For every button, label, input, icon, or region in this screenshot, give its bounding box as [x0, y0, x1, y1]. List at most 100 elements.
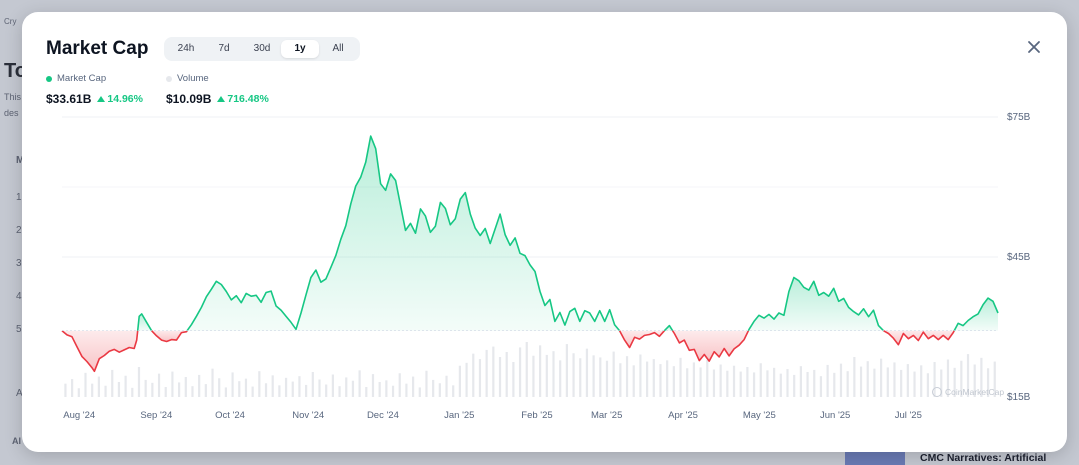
- volume-bar: [746, 367, 749, 397]
- volume-bar: [886, 367, 889, 397]
- volume-bar: [666, 360, 669, 397]
- volume-bar: [913, 371, 916, 397]
- bg-article-title: CMC Narratives: Artificial: [920, 452, 1047, 464]
- volume-bar: [97, 376, 100, 397]
- volume-bar: [659, 364, 662, 397]
- x-axis-ticks: Aug '24 Sep '24 Oct '24 Nov '24 Dec '24 Jan '…: [63, 410, 922, 421]
- volume-change: 716.48%: [217, 93, 269, 105]
- x-tick-label: Dec '24: [367, 410, 399, 421]
- volume-bar: [833, 372, 836, 397]
- volume-bar: [686, 368, 689, 397]
- volume-bar: [432, 379, 435, 397]
- volume-bar: [906, 364, 909, 397]
- x-tick-label: May '25: [743, 410, 776, 421]
- tab-1y[interactable]: 1y: [281, 40, 319, 58]
- tab-24h[interactable]: 24h: [177, 43, 195, 54]
- volume-bar: [819, 376, 823, 397]
- legend-market-cap-label: Market Cap: [57, 73, 107, 84]
- volume-bar: [559, 360, 562, 397]
- volume-bar: [418, 387, 421, 397]
- volume-bar: [64, 383, 67, 397]
- x-tick-label: Apr '25: [668, 410, 698, 421]
- volume-bar: [639, 354, 642, 397]
- watermark-text: CoinMarketCap: [945, 387, 1004, 397]
- volume-bar: [946, 359, 950, 397]
- volume-bar: [739, 371, 742, 397]
- volume-bar: [298, 376, 301, 397]
- volume-bar: [231, 372, 234, 397]
- bg-text-10: 5: [16, 324, 22, 335]
- volume-bar: [518, 347, 522, 397]
- volume-bar: [806, 372, 809, 397]
- volume-bar: [318, 379, 321, 397]
- x-tick-label: Oct '24: [215, 410, 245, 421]
- volume-bar: [211, 368, 214, 397]
- bg-text-12: Al: [12, 436, 21, 446]
- modal-title: Market Cap: [46, 38, 149, 59]
- market-cap-dot-icon: [46, 75, 52, 82]
- volume-bar: [719, 364, 722, 397]
- volume-bar: [498, 357, 502, 397]
- volume-bar: [111, 369, 114, 397]
- volume-bar: [291, 381, 294, 397]
- x-tick-label: Sep '24: [140, 410, 172, 421]
- volume-bar: [619, 363, 622, 397]
- volume-bar: [398, 373, 401, 397]
- volume-bar: [672, 366, 675, 397]
- market-cap-line-up: [136, 313, 153, 332]
- volume-bar: [853, 357, 856, 397]
- y-axis-ticks: $75B $45B $15B: [1007, 112, 1031, 403]
- volume-bar: [258, 371, 261, 397]
- volume-bar: [880, 358, 883, 397]
- y-tick-label: $75B: [1007, 112, 1031, 123]
- area-above-baseline: [954, 298, 998, 331]
- volume-bar: [358, 370, 361, 397]
- tab-7d[interactable]: 7d: [218, 43, 230, 54]
- volume-bar: [826, 364, 829, 397]
- tab-30d[interactable]: 30d: [253, 43, 271, 54]
- volume-bar: [137, 367, 141, 397]
- legend-volume: Volume: [166, 73, 209, 84]
- volume-bar: [492, 346, 495, 397]
- area-below-baseline: [62, 330, 138, 372]
- volume-bar: [178, 382, 181, 397]
- volume-bar: [198, 374, 201, 397]
- volume-bar: [124, 375, 127, 397]
- volume-bar: [846, 371, 849, 397]
- volume-bar: [799, 366, 802, 397]
- volume-bar: [920, 365, 923, 397]
- market-cap-chart[interactable]: $75B $45B $15B Aug '24 Sep '24 Oct '24 Nov '2…: [22, 12, 1067, 452]
- volume-bar: [539, 345, 542, 397]
- volume-bar: [866, 361, 869, 397]
- volume-bar: [940, 369, 943, 397]
- x-tick-label: Jun '25: [820, 410, 850, 421]
- volume-bar: [752, 372, 756, 397]
- chart-areas: [62, 136, 998, 372]
- volume-bar: [91, 383, 94, 397]
- time-range-tabs: 24h 7d 30d 1y All: [164, 37, 360, 61]
- volume-bar: [552, 351, 555, 397]
- market-cap-line-down: [618, 330, 665, 349]
- tab-all[interactable]: All: [332, 43, 344, 54]
- volume-bar: [699, 367, 702, 397]
- volume-bar: [986, 368, 990, 397]
- volume-bar: [325, 384, 328, 397]
- volume-bar: [144, 379, 147, 397]
- volume-bar: [532, 355, 535, 397]
- volume-bar: [712, 369, 716, 397]
- legend-market-cap: Market Cap: [46, 73, 106, 84]
- close-button[interactable]: [1025, 38, 1043, 56]
- volume-bar: [960, 360, 963, 397]
- volume-bar: [973, 364, 976, 397]
- volume-bar: [405, 383, 408, 397]
- volume-bar: [632, 365, 635, 397]
- volume-bar: [605, 360, 609, 397]
- volume-bar: [465, 362, 468, 397]
- volume-bar: [953, 367, 956, 397]
- volume-bar: [786, 369, 789, 397]
- volume-bar: [472, 353, 475, 397]
- bg-text-1: Cry: [4, 17, 17, 26]
- y-tick-label: $15B: [1007, 392, 1031, 403]
- volume-bar: [425, 370, 428, 397]
- chart-gridlines: [62, 116, 998, 258]
